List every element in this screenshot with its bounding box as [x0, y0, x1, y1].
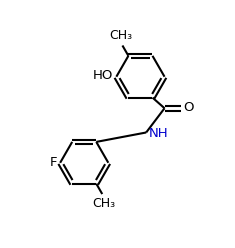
Text: F: F: [50, 156, 57, 169]
Text: O: O: [184, 101, 194, 114]
Text: HO: HO: [93, 69, 114, 82]
Text: CH₃: CH₃: [92, 197, 115, 210]
Text: CH₃: CH₃: [110, 29, 133, 42]
Text: NH: NH: [149, 127, 168, 140]
